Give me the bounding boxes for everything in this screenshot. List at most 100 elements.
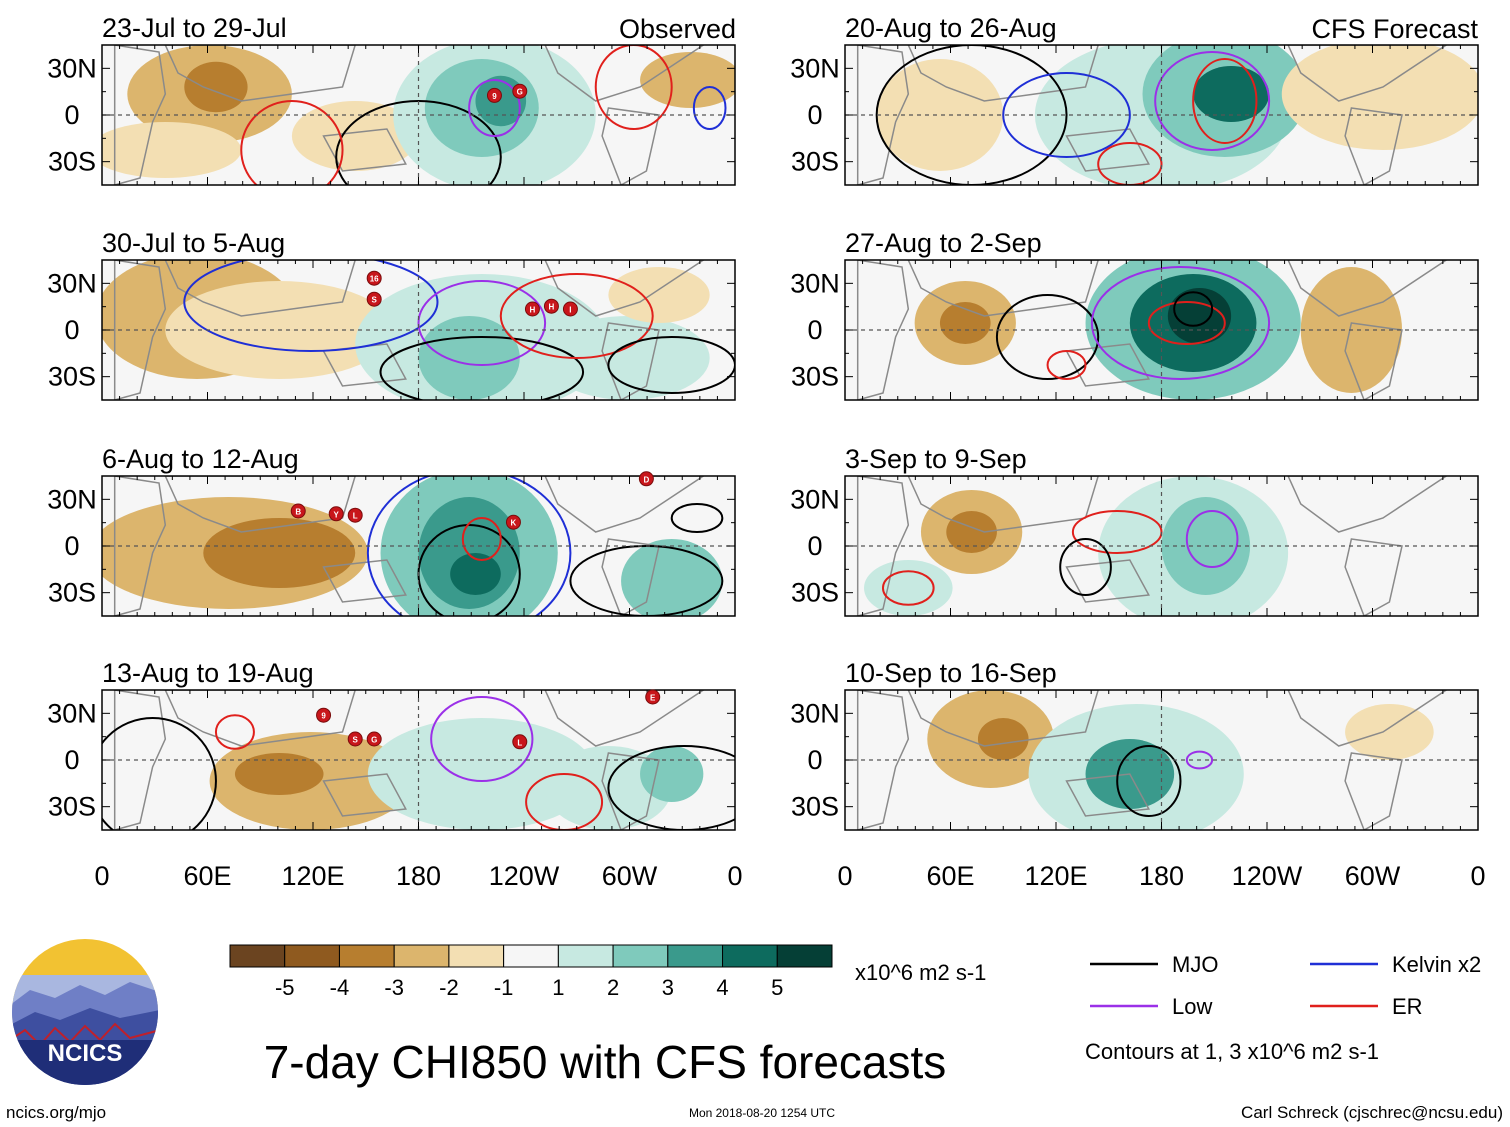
lon-tick-label: 60W — [1345, 861, 1401, 891]
storm-icon — [512, 83, 528, 99]
wave-contour — [366, 476, 572, 616]
lat-tick-label: 0 — [807, 315, 822, 345]
storm-marker: K — [505, 514, 521, 530]
storm-marker: Y — [328, 506, 344, 522]
storm-marker: 16 — [366, 270, 382, 286]
storm-icon — [366, 291, 382, 307]
landmass-outline — [544, 690, 705, 747]
lon-tick-label: 0 — [837, 861, 852, 891]
chi-anomaly-area — [367, 718, 596, 830]
storm-marker: 9 — [316, 707, 332, 723]
wave-contour — [1173, 291, 1214, 327]
panel-title: 10-Sep to 16-Sep — [845, 658, 1057, 688]
storm-marker: S — [347, 731, 363, 747]
wave-contour — [525, 773, 604, 830]
main-title: 7-day CHI850 with CFS forecasts — [264, 1036, 947, 1088]
storm-label: L — [517, 738, 522, 747]
landmass-outline — [113, 690, 167, 830]
chi-anomaly-area — [234, 753, 324, 795]
landmass-outline — [113, 45, 167, 185]
storm-label: G — [517, 88, 523, 97]
units-label: x10^6 m2 s-1 — [855, 960, 986, 985]
chi-anomaly-area — [640, 746, 704, 802]
lat-tick-label: 0 — [64, 745, 79, 775]
chi-shading — [102, 690, 735, 830]
landmass-outline — [1344, 107, 1403, 185]
observed-label: Observed — [619, 14, 736, 44]
colorbar-label: -4 — [330, 975, 350, 1000]
wave-contour — [995, 294, 1100, 380]
storm-marker: 9 — [486, 87, 502, 103]
wave-contour — [1192, 58, 1258, 144]
storm-marker: D — [638, 471, 654, 487]
colorbar-swatch — [667, 944, 724, 968]
wave-contour — [417, 280, 547, 366]
landmass-outline — [1287, 260, 1448, 317]
storm-icon — [512, 734, 528, 750]
credit-label: Carl Schreck (cjschrec@ncsu.edu) — [1241, 1103, 1503, 1122]
lat-tick-label: 30S — [791, 147, 839, 177]
lat-tick-label: 30N — [790, 484, 840, 514]
wave-contour — [881, 570, 935, 606]
chi-anomaly-area — [450, 553, 501, 595]
wave-contour — [1154, 51, 1271, 151]
colorbar-label: 3 — [662, 975, 674, 1000]
landmass-outline — [907, 260, 1099, 317]
storm-icon — [543, 298, 559, 314]
chi-shading — [102, 476, 724, 616]
landmass-outline — [856, 45, 910, 185]
landmass-outline — [907, 476, 1099, 533]
forecast-label: CFS Forecast — [1311, 14, 1478, 44]
storm-icon — [366, 731, 382, 747]
colorbar: -5 -4 -3 -2 -1 1 2 3 4 5 — [229, 944, 833, 1000]
storm-label: I — [569, 306, 571, 315]
chi-anomaly-area — [1281, 45, 1478, 150]
storm-icon — [645, 689, 661, 705]
storm-marker: E — [645, 689, 661, 705]
lat-tick-label: 30N — [47, 268, 97, 298]
wave-contour — [1046, 350, 1087, 380]
lon-tick-label: 60E — [926, 861, 974, 891]
storm-label: G — [371, 736, 377, 745]
landmass-outline — [164, 476, 356, 533]
legend-label: Kelvin x2 — [1392, 952, 1481, 977]
wave-contour — [1090, 266, 1271, 380]
storm-label: S — [353, 736, 359, 745]
chi-anomaly-area — [203, 518, 356, 588]
storm-label: 9 — [321, 712, 326, 721]
storm-marker: G — [366, 731, 382, 747]
landmass-outline — [601, 107, 660, 185]
chi-anomaly-area — [184, 61, 248, 113]
wave-contour — [594, 45, 673, 130]
storm-marker: S — [366, 291, 382, 307]
chi-anomaly-area — [608, 267, 710, 323]
colorbar-swatch — [284, 944, 340, 968]
legend: MJO Kelvin x2 Low ER — [1090, 952, 1481, 1019]
lon-tick-label: 0 — [727, 861, 742, 891]
lon-tick-label: 180 — [1139, 861, 1184, 891]
landmass-outline — [1344, 322, 1403, 400]
lat-tick-label: 30N — [47, 53, 97, 83]
storm-marker: L — [512, 734, 528, 750]
colorbar-label: -1 — [494, 975, 514, 1000]
lat-tick-label: 30S — [791, 578, 839, 608]
coastlines — [856, 690, 1448, 830]
panel-title: 20-Aug to 26-Aug — [845, 13, 1057, 43]
landmass-outline — [164, 690, 356, 747]
landmass-outline — [113, 476, 167, 616]
landmass-outline — [164, 260, 356, 317]
lat-tick-label: 30N — [790, 268, 840, 298]
wave-contour — [468, 79, 521, 137]
chi-anomaly-area — [1345, 704, 1434, 760]
landmass-outline — [601, 538, 660, 616]
storm-label: S — [372, 296, 378, 305]
legend-label: MJO — [1172, 952, 1218, 977]
wave-contour — [607, 336, 735, 394]
